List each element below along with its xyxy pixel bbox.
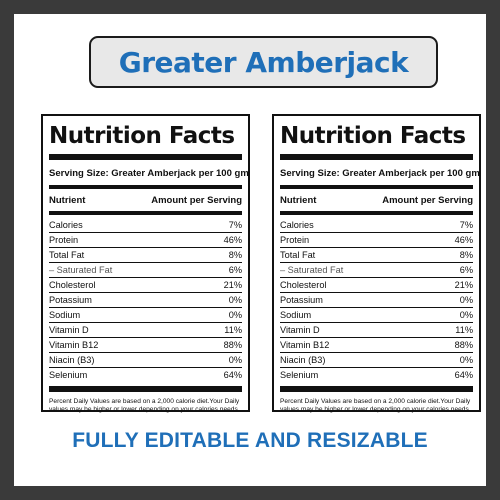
nutrient-name: Vitamin D	[49, 325, 89, 335]
nutrient-row: Selenium 64%	[49, 368, 242, 382]
nutrient-name: Niacin (B3)	[280, 355, 326, 365]
nutrient-row: Total Fat 8%	[280, 248, 473, 263]
nutrient-value: 7%	[459, 220, 473, 230]
divider-thick	[49, 386, 242, 392]
nutrient-value: 0%	[459, 310, 473, 320]
nutrient-value: 0%	[228, 310, 242, 320]
nutrient-name: Potassium	[49, 295, 92, 305]
nutrient-row: Calories 7%	[280, 218, 473, 233]
nutrient-value: 88%	[454, 340, 473, 350]
nutrient-value: 6%	[459, 265, 473, 275]
nutrition-label-left: Nutrition Facts Serving Size: Greater Amb…	[41, 114, 250, 414]
nutrient-row: Cholesterol 21%	[280, 278, 473, 293]
page-title: Greater Amberjack	[118, 45, 409, 79]
nutrient-row: Selenium 64%	[280, 368, 473, 382]
nutrient-value: 46%	[223, 235, 242, 245]
nutrient-row: Protein 46%	[49, 233, 242, 248]
nutrient-value: 11%	[455, 325, 473, 335]
nutrient-value: 0%	[228, 355, 242, 365]
divider-thick	[280, 154, 473, 160]
nutrient-name: Niacin (B3)	[49, 355, 95, 365]
nutrient-header: Nutrient	[49, 195, 86, 206]
nutrient-name: Calories	[49, 220, 83, 230]
nutrient-value: 64%	[223, 370, 242, 380]
nutrient-row: Calories 7%	[49, 218, 242, 233]
nutrient-value: 7%	[228, 220, 242, 230]
nutrient-row: Protein 46%	[280, 233, 473, 248]
nutrient-value: 21%	[454, 280, 473, 290]
nutrition-label-right: Nutrition Facts Serving Size: Greater Amb…	[272, 114, 481, 414]
footnote: Percent Daily Values are based on a 2,00…	[49, 398, 240, 414]
nutrient-name: Total Fat	[280, 250, 316, 260]
tagline: FULLY EDITABLE AND RESIZABLE	[72, 429, 428, 452]
column-header: Nutrient Amount per Serving	[280, 192, 473, 208]
nutrient-list: Calories 7% Protein 46% Total Fat 8% – Saturat…	[49, 218, 242, 382]
amount-header: Amount per Serving	[151, 195, 242, 206]
nutrient-row: Potassium 0%	[49, 293, 242, 308]
nutrient-name: Calories	[280, 220, 314, 230]
nutrient-row: – Saturated Fat 6%	[280, 263, 473, 278]
nutrient-row: Vitamin B12 88%	[49, 338, 242, 353]
nutrient-value: 0%	[459, 355, 473, 365]
canvas: Greater Amberjack Nutrition Facts Serving…	[14, 14, 486, 486]
divider-thick	[280, 386, 473, 392]
amount-header: Amount per Serving	[382, 195, 473, 206]
nutrient-value: 8%	[459, 250, 473, 260]
divider	[49, 185, 242, 189]
nutrient-row: Niacin (B3) 0%	[49, 353, 242, 368]
divider-thick	[49, 154, 242, 160]
nutrient-value: 64%	[454, 370, 473, 380]
column-header: Nutrient Amount per Serving	[49, 192, 242, 208]
nutrient-row: Total Fat 8%	[49, 248, 242, 263]
nutrient-name: Sodium	[49, 310, 81, 320]
nutrient-name: Potassium	[280, 295, 323, 305]
divider	[280, 211, 473, 215]
nutrient-name: Cholesterol	[49, 280, 96, 290]
nutrient-name: Vitamin B12	[280, 340, 330, 350]
nutrient-name: – Saturated Fat	[280, 265, 344, 275]
divider	[49, 211, 242, 215]
nutrient-name: Selenium	[280, 370, 319, 380]
nutrient-value: 46%	[454, 235, 473, 245]
nutrient-name: Protein	[280, 235, 310, 245]
nutrient-name: Cholesterol	[280, 280, 327, 290]
nutrient-name: Total Fat	[49, 250, 85, 260]
nutrient-list: Calories 7% Protein 46% Total Fat 8% – Saturat…	[280, 218, 473, 382]
nutrient-row: Niacin (B3) 0%	[280, 353, 473, 368]
nutrition-facts-heading: Nutrition Facts	[49, 123, 235, 149]
nutrient-header: Nutrient	[280, 195, 317, 206]
nutrient-row: – Saturated Fat 6%	[49, 263, 242, 278]
nutrient-row: Vitamin D 11%	[280, 323, 473, 338]
nutrient-value: 21%	[223, 280, 242, 290]
nutrient-name: Protein	[49, 235, 79, 245]
nutrient-name: – Saturated Fat	[49, 265, 113, 275]
nutrient-row: Vitamin B12 88%	[280, 338, 473, 353]
serving-size: Serving Size: Greater Amberjack per 100 …	[49, 168, 249, 179]
nutrient-row: Sodium 0%	[280, 308, 473, 323]
nutrient-value: 11%	[224, 325, 242, 335]
title-box: Greater Amberjack	[89, 36, 438, 88]
nutrient-row: Sodium 0%	[49, 308, 242, 323]
nutrient-value: 0%	[228, 295, 242, 305]
nutrient-name: Selenium	[49, 370, 88, 380]
nutrient-value: 6%	[228, 265, 242, 275]
nutrient-value: 0%	[459, 295, 473, 305]
serving-size: Serving Size: Greater Amberjack per 100 …	[280, 168, 480, 179]
nutrient-name: Sodium	[280, 310, 312, 320]
nutrient-name: Vitamin B12	[49, 340, 99, 350]
nutrition-facts-heading: Nutrition Facts	[280, 123, 466, 149]
nutrient-value: 8%	[228, 250, 242, 260]
nutrient-row: Cholesterol 21%	[49, 278, 242, 293]
nutrient-name: Vitamin D	[280, 325, 320, 335]
divider	[280, 185, 473, 189]
nutrient-value: 88%	[223, 340, 242, 350]
footnote: Percent Daily Values are based on a 2,00…	[280, 398, 471, 414]
nutrient-row: Potassium 0%	[280, 293, 473, 308]
nutrient-row: Vitamin D 11%	[49, 323, 242, 338]
